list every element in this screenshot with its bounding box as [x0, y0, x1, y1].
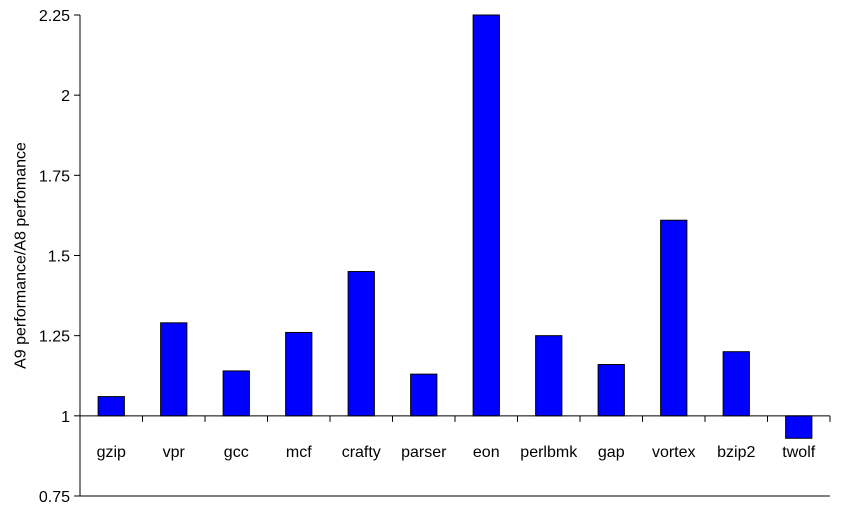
bar-perlbmk [535, 335, 563, 417]
category-label: gap [598, 444, 625, 461]
category-label: bzip2 [717, 444, 755, 461]
y-axis-title: A9 performance/A8 perfomance [13, 142, 30, 369]
bar-twolf [785, 415, 813, 439]
baseline-axis [79, 415, 831, 497]
bar-mcf [285, 331, 313, 417]
y-tick-label: 1 [61, 409, 70, 426]
category-label: twolf [782, 444, 815, 461]
category-label: eon [473, 444, 500, 461]
category-label: perlbmk [520, 444, 578, 461]
bars [97, 14, 813, 439]
bar-bzip2 [722, 351, 750, 417]
y-tick-label: 2 [61, 88, 70, 105]
category-label: vortex [652, 444, 696, 461]
bar-vpr [160, 322, 188, 417]
category-label: vpr [163, 444, 186, 461]
category-label: gzip [97, 444, 126, 461]
y-tick-label: 1.25 [39, 329, 70, 346]
y-tick-label: 1.75 [39, 168, 70, 185]
y-tick-label: 2.25 [39, 8, 70, 25]
y-axis: 0.75 1 1.25 1.5 1.75 2 2.25 [39, 8, 81, 506]
bar-crafty [347, 271, 375, 417]
bar-vortex [660, 219, 688, 417]
bar-gcc [222, 370, 250, 417]
category-label: crafty [342, 444, 381, 461]
bar-gap [597, 364, 625, 417]
bar-gzip [97, 396, 125, 417]
bar-eon [472, 14, 500, 417]
category-labels: gzip vpr gcc mcf crafty parser eon perlbmk gap vo… [97, 444, 816, 461]
category-label: gcc [224, 444, 249, 461]
y-tick-label: 1.5 [48, 249, 70, 266]
bar-parser [410, 373, 438, 417]
category-label: mcf [286, 444, 312, 461]
y-tick-label: 0.75 [39, 489, 70, 506]
category-label: parser [401, 444, 447, 461]
